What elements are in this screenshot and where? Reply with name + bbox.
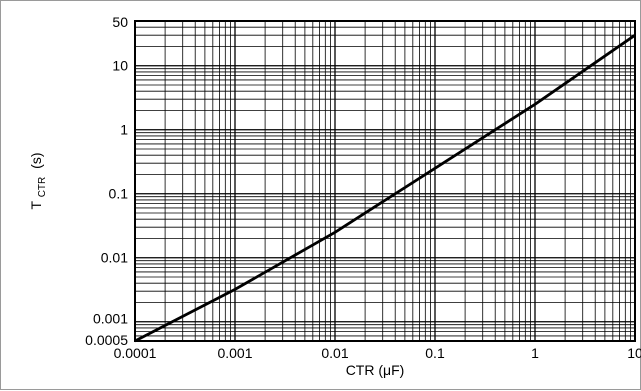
- x-tick-label: 0.01: [321, 345, 348, 361]
- x-tick-label: 0.0001: [114, 345, 157, 361]
- y-tick-label: 0.0005: [85, 332, 128, 348]
- y-axis-label-unit: (s): [28, 153, 44, 169]
- y-tick-label: 1: [120, 122, 128, 138]
- x-tick-label: 10: [627, 345, 641, 361]
- x-tick-labels: 0.0001 0.001 0.01 0.1 1 10: [114, 345, 641, 361]
- y-tick-label: 0.01: [101, 250, 128, 266]
- y-tick-label: 10: [112, 58, 128, 74]
- y-tick-labels: 0.0005 0.001 0.01 0.1 1 10 50: [85, 14, 128, 348]
- x-tick-label: 1: [531, 345, 539, 361]
- x-tick-label: 0.1: [425, 345, 445, 361]
- grid-lines: [135, 21, 635, 341]
- y-axis-label-main: T: [28, 200, 44, 209]
- series-line-0: [134, 34, 636, 343]
- x-axis-label: CTR (μF): [346, 362, 405, 378]
- y-axis-label-sub: CTR: [37, 177, 48, 198]
- series-group: [134, 34, 636, 343]
- x-tick-label: 0.001: [217, 345, 252, 361]
- plot-area-border: [134, 20, 636, 342]
- y-tick-label: 50: [112, 14, 128, 30]
- y-tick-label: 0.001: [93, 311, 128, 327]
- y-axis-label: T CTR (s): [28, 153, 48, 210]
- y-tick-label: 0.1: [109, 186, 129, 202]
